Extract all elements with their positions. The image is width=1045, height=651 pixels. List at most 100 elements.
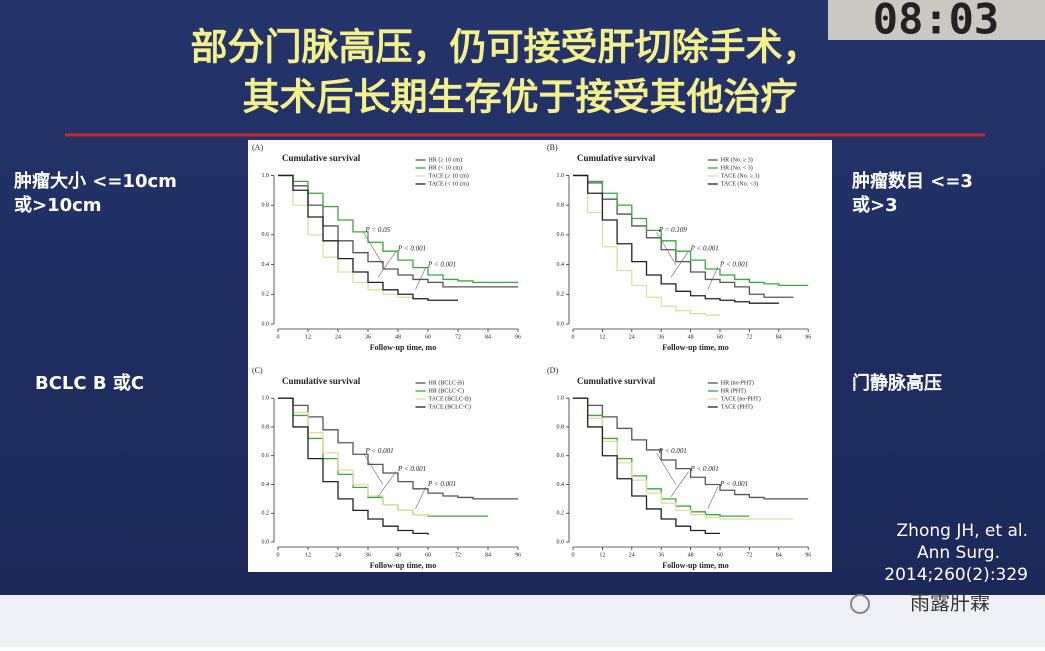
p-value: P = 0.109: [658, 226, 688, 234]
x-tick-label: 60: [425, 334, 431, 340]
legend-label: TACE (No. ≥ 3): [721, 172, 760, 179]
footer-strip: [0, 595, 1045, 647]
panel-label: (D): [547, 366, 558, 375]
citation: 2014;260(2):329: [884, 565, 1028, 585]
leader-line: [656, 453, 677, 485]
x-axis-label: Follow-up time, mo: [662, 343, 728, 352]
leader-line: [415, 266, 427, 290]
leader-line: [656, 232, 677, 265]
legend-label: TACE (≥ 10 cm): [429, 172, 469, 179]
y-tick-label: 0.2: [262, 292, 270, 298]
survival-curve: [573, 174, 809, 287]
p-value: P < 0.001: [365, 447, 394, 455]
p-value: P < 0.001: [719, 480, 748, 488]
x-tick-label: 96: [805, 334, 811, 340]
y-tick-label: 0.2: [557, 511, 565, 517]
survival-curve: [573, 397, 720, 535]
x-tick-label: 0: [572, 552, 575, 558]
x-tick-label: 72: [746, 334, 752, 340]
panel-title: Cumulative survival: [577, 376, 656, 386]
leader-line: [670, 250, 689, 278]
y-tick-label: 0.4: [557, 482, 565, 488]
side-label: 或>10cm: [14, 194, 102, 216]
y-tick-label: 1.0: [262, 396, 270, 402]
x-tick-label: 36: [658, 334, 664, 340]
legend-label: TACE (no-PHT): [721, 395, 761, 402]
x-tick-label: 24: [629, 552, 635, 558]
x-tick-label: 84: [776, 334, 782, 340]
x-tick-label: 72: [455, 334, 461, 340]
y-tick-label: 0.4: [262, 262, 270, 268]
x-tick-label: 12: [599, 552, 605, 558]
title-line: 其术后长期生存优于接受其他治疗: [243, 76, 798, 119]
y-tick-label: 0.0: [262, 539, 270, 545]
survival-curve: [573, 174, 779, 304]
leader-line: [670, 471, 689, 497]
title-line: 部分门脉高压，仍可接受肝切除手术，: [191, 26, 820, 69]
side-label: 肿瘤大小 <=10cm: [14, 170, 177, 192]
y-tick-label: 0.0: [262, 321, 270, 327]
x-tick-label: 0: [277, 552, 280, 558]
leader-line: [363, 453, 384, 485]
legend-label: TACE (No. <3): [721, 180, 758, 187]
x-tick-label: 60: [717, 334, 723, 340]
legend-label: HR (BCLC-C): [429, 387, 465, 394]
watermark: 雨露肝霖: [910, 591, 990, 615]
p-value: P = 0.05: [365, 226, 391, 234]
x-tick-label: 48: [688, 334, 694, 340]
x-tick-label: 12: [599, 334, 605, 340]
x-tick-label: 24: [335, 334, 341, 340]
survival-curve: [278, 397, 429, 535]
panel-title: Cumulative survival: [577, 153, 656, 163]
x-axis-label: Follow-up time, mo: [370, 343, 436, 352]
x-tick-label: 12: [305, 334, 311, 340]
x-tick-label: 96: [515, 552, 521, 558]
legend-label: HR (No. ≥ 3): [721, 156, 753, 163]
p-value: P < 0.001: [427, 260, 456, 268]
citation: Ann Surg.: [917, 543, 1000, 563]
x-tick-label: 48: [395, 334, 401, 340]
p-value: P < 0.001: [690, 465, 719, 473]
legend-label: TACE (BCLC-C): [429, 403, 471, 410]
x-tick-label: 96: [515, 334, 521, 340]
panel-label: (B): [547, 143, 558, 152]
legend-label: TACE (BCLC-B): [429, 395, 471, 402]
p-value: P < 0.001: [690, 245, 719, 253]
x-tick-label: 60: [425, 552, 431, 558]
leader-line: [707, 266, 719, 290]
x-tick-label: 72: [746, 552, 752, 558]
legend-label: HR (BCLC-B): [429, 379, 465, 386]
clock: 08:03: [873, 0, 999, 44]
x-tick-label: 36: [365, 334, 371, 340]
p-value: P < 0.001: [397, 245, 426, 253]
figure: (A) Cumulative survival 0.0 0.2 0.4 0.6 0.8 1.0…: [252, 143, 811, 570]
side-label: BCLC B 或C: [35, 372, 144, 394]
citation: Zhong JH, et al.: [897, 521, 1028, 541]
y-tick-label: 0.2: [262, 511, 270, 517]
y-tick-label: 0.8: [262, 203, 270, 209]
y-tick-label: 1.0: [262, 173, 270, 179]
y-tick-label: 0.6: [262, 232, 270, 238]
leader-line: [377, 250, 397, 278]
x-tick-label: 0: [572, 334, 575, 340]
panel-title: Cumulative survival: [282, 376, 361, 386]
legend-label: HR (no-PHT): [721, 379, 754, 386]
x-tick-label: 0: [277, 334, 280, 340]
panel-label: (A): [252, 143, 263, 152]
x-tick-label: 36: [658, 552, 664, 558]
x-tick-label: 36: [365, 552, 371, 558]
side-label: 或>3: [852, 194, 898, 216]
legend-label: TACE (< 10 cm): [429, 180, 469, 187]
p-value: P < 0.001: [658, 447, 687, 455]
y-tick-label: 0.6: [557, 232, 565, 238]
panel-title: Cumulative survival: [282, 153, 361, 163]
wechat-icon: [850, 594, 870, 614]
panel-label: (C): [252, 366, 263, 375]
y-tick-label: 0.4: [557, 262, 565, 268]
x-tick-label: 12: [305, 552, 311, 558]
x-tick-label: 84: [485, 552, 491, 558]
legend-label: HR (No. < 3): [721, 164, 753, 171]
x-tick-label: 60: [717, 552, 723, 558]
x-tick-label: 96: [805, 552, 811, 558]
